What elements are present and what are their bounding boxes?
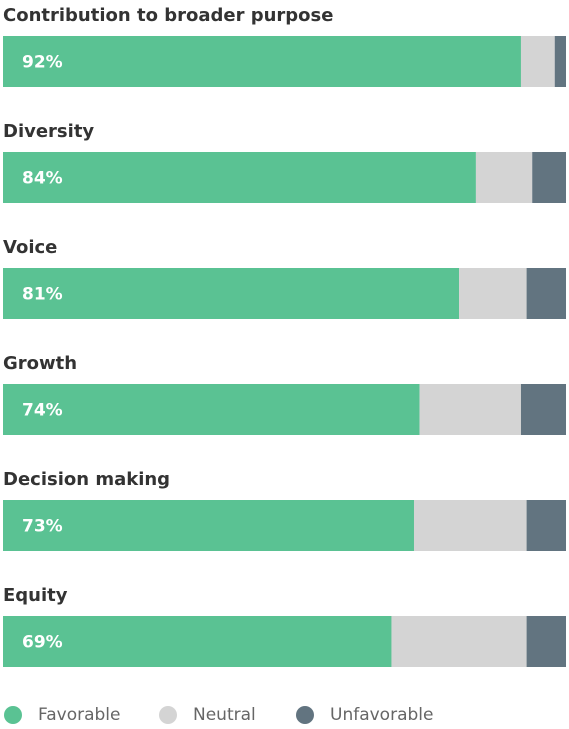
bar-segment <box>3 36 521 87</box>
bar-segment <box>3 268 460 319</box>
bar-segment <box>532 152 566 203</box>
bar-segment <box>3 152 476 203</box>
bar-segment <box>554 36 566 87</box>
bar-segment <box>3 616 392 667</box>
category-label: Voice <box>3 237 57 258</box>
value-label: 73% <box>22 517 63 537</box>
legend-swatch <box>296 706 314 724</box>
category-label: Contribution to broader purpose <box>3 5 333 26</box>
bar-segment <box>526 268 566 319</box>
value-label: 92% <box>22 53 63 73</box>
bar-segment <box>391 616 527 667</box>
legend-label: Neutral <box>193 705 256 725</box>
category-label: Equity <box>3 585 68 606</box>
category-label: Growth <box>3 353 77 374</box>
legend-swatch <box>159 706 177 724</box>
bar-segment <box>3 500 414 551</box>
legend-label: Favorable <box>38 705 120 725</box>
legend-label: Unfavorable <box>330 705 433 725</box>
bar-segment <box>459 268 527 319</box>
bar-segment <box>3 384 420 435</box>
bar-segment <box>520 384 566 435</box>
value-label: 81% <box>22 285 63 305</box>
value-label: 74% <box>22 401 63 421</box>
bar-segment <box>526 616 566 667</box>
bar-segment <box>526 500 566 551</box>
bar-segment <box>475 152 533 203</box>
bar-segment <box>520 36 555 87</box>
category-label: Diversity <box>3 121 94 142</box>
value-label: 84% <box>22 169 63 189</box>
bar-segment <box>419 384 521 435</box>
value-label: 69% <box>22 633 63 653</box>
legend-swatch <box>4 706 22 724</box>
bar-segment <box>413 500 527 551</box>
category-label: Decision making <box>3 469 170 490</box>
